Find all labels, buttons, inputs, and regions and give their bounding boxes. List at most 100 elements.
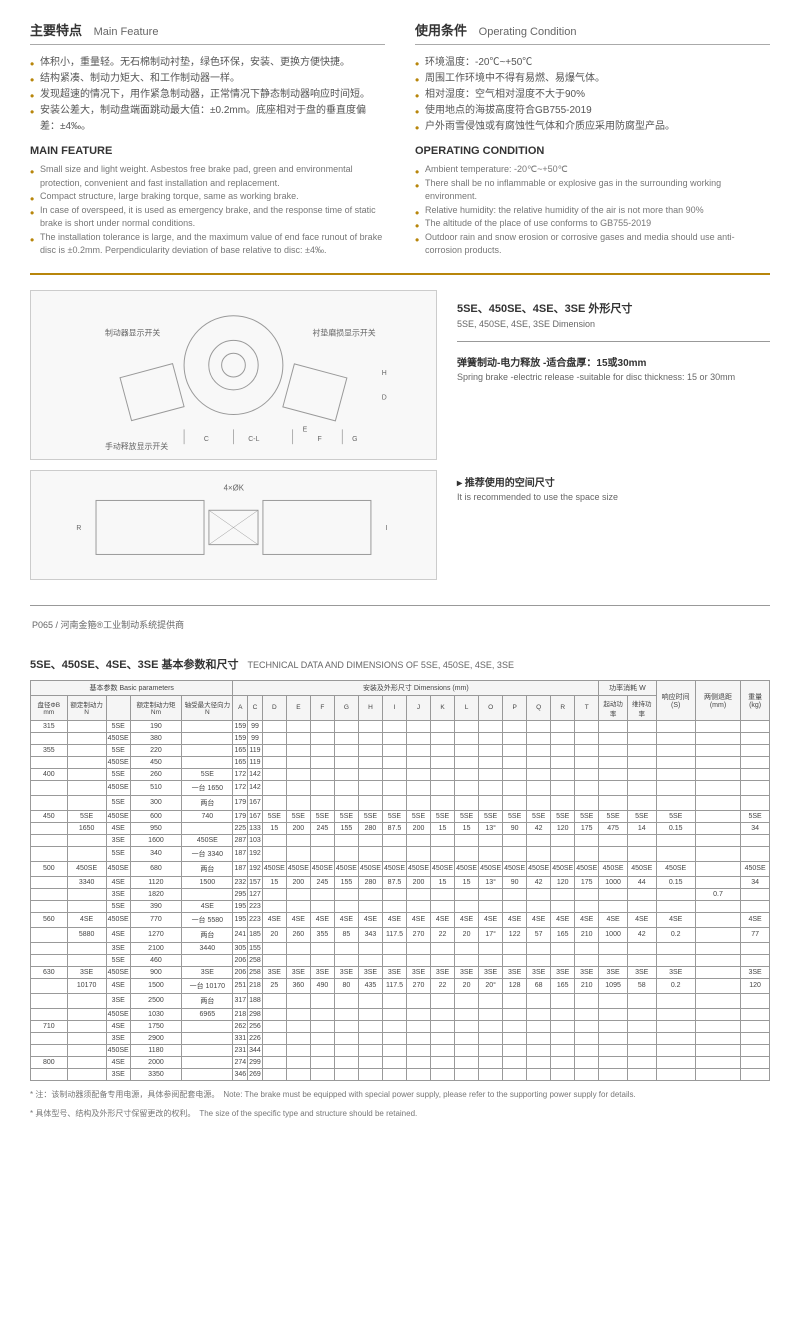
table-cell: 58	[627, 978, 656, 993]
table-cell	[695, 876, 740, 888]
svg-text:F: F	[317, 436, 321, 443]
table-cell	[431, 768, 455, 780]
table-cell	[527, 993, 551, 1008]
col-header: 起动功率	[599, 695, 628, 720]
table-cell: 99	[248, 720, 263, 732]
table-cell: 435	[358, 978, 382, 993]
list-item: 安装公差大，制动盘端面跳动最大值：±0.2mm。底座相对于盘的垂直度偏差：±4‰…	[30, 103, 385, 135]
table-cell	[575, 1020, 599, 1032]
table-cell: 187	[233, 861, 248, 876]
table-cell	[741, 1068, 770, 1080]
table-cell	[551, 768, 575, 780]
table-cell: 155	[334, 876, 358, 888]
table-cell: 1750	[130, 1020, 182, 1032]
table-cell	[262, 954, 286, 966]
table-cell	[627, 888, 656, 900]
list-item: 结构紧凑、制动力矩大、和工作制动器一样。	[30, 71, 385, 87]
table-cell	[67, 1044, 106, 1056]
table-cell: 155	[248, 942, 263, 954]
table-cell	[286, 1008, 310, 1020]
table-cell: 87.5	[382, 876, 406, 888]
table-cell	[479, 1008, 503, 1020]
table-cell: 262	[233, 1020, 248, 1032]
table-cell	[627, 1020, 656, 1032]
table-cell	[334, 780, 358, 795]
table-cell: 185	[248, 927, 263, 942]
table-cell: 42	[527, 822, 551, 834]
table-cell: 3SE	[67, 966, 106, 978]
table-cell: 3SE	[106, 993, 130, 1008]
table-cell: 1500	[182, 876, 233, 888]
table-cell	[431, 1032, 455, 1044]
table-cell	[262, 942, 286, 954]
table-cell	[334, 1020, 358, 1032]
table-cell	[455, 795, 479, 810]
table-cell	[431, 720, 455, 732]
table-cell: 179	[233, 795, 248, 810]
table-cell	[575, 1008, 599, 1020]
table-cell: 344	[248, 1044, 263, 1056]
table-cell	[286, 1020, 310, 1032]
table-body: 3155SE19015999450SE380159993555SE2201651…	[31, 720, 770, 1080]
table-cell: 15	[262, 822, 286, 834]
table-cell	[431, 888, 455, 900]
mf-sub: MAIN FEATURE	[30, 145, 385, 157]
table-cell	[382, 768, 406, 780]
table-cell	[67, 954, 106, 966]
table-cell	[695, 744, 740, 756]
table-cell	[551, 756, 575, 768]
table-cell: 117.5	[382, 927, 406, 942]
table-cell	[286, 1044, 310, 1056]
table-cell	[407, 1044, 431, 1056]
list-item: 环境温度：-20℃~+50℃	[415, 55, 770, 71]
table-cell	[31, 756, 68, 768]
gold-divider	[30, 273, 770, 275]
th-weight: 重量(kg)	[741, 680, 770, 720]
table-cell: 3SE	[262, 966, 286, 978]
table-cell	[455, 732, 479, 744]
table-cell	[479, 768, 503, 780]
table-cell	[358, 1032, 382, 1044]
table-cell: 120	[551, 876, 575, 888]
table-cell	[627, 756, 656, 768]
table-cell: 490	[310, 978, 334, 993]
table-cell: 157	[248, 876, 263, 888]
col-header: D	[262, 695, 286, 720]
table-cell: 450SE	[407, 861, 431, 876]
table-cell: 119	[248, 756, 263, 768]
table-cell: 两台	[182, 795, 233, 810]
table-cell: 3SE	[182, 966, 233, 978]
table-cell: 5SE	[106, 720, 130, 732]
table-cell	[599, 720, 628, 732]
table-cell	[551, 720, 575, 732]
table-cell: 2900	[130, 1032, 182, 1044]
table-cell	[431, 993, 455, 1008]
table-cell	[382, 993, 406, 1008]
table-cell	[599, 846, 628, 861]
table-cell	[262, 744, 286, 756]
table-cell	[407, 795, 431, 810]
table-cell: 450SE	[382, 861, 406, 876]
table-cell	[310, 834, 334, 846]
table-cell	[382, 1068, 406, 1080]
table-cell	[599, 1056, 628, 1068]
table-cell	[67, 720, 106, 732]
table-cell	[599, 1044, 628, 1056]
table-row: 33404SE112015002321571520024515528087.52…	[31, 876, 770, 888]
table-cell	[551, 1068, 575, 1080]
table-cell	[358, 780, 382, 795]
table-cell	[334, 795, 358, 810]
table-cell	[695, 810, 740, 822]
table-cell: 317	[233, 993, 248, 1008]
table-cell	[741, 795, 770, 810]
table-cell	[627, 780, 656, 795]
table-cell	[382, 942, 406, 954]
table-cell: 42	[527, 876, 551, 888]
table-cell	[334, 1068, 358, 1080]
diagram-side: 4×ØK R I	[30, 470, 437, 580]
table-cell: 450	[31, 810, 68, 822]
table-cell: 206	[233, 966, 248, 978]
table-cell	[310, 993, 334, 1008]
table-cell	[656, 795, 695, 810]
table-cell	[286, 1032, 310, 1044]
